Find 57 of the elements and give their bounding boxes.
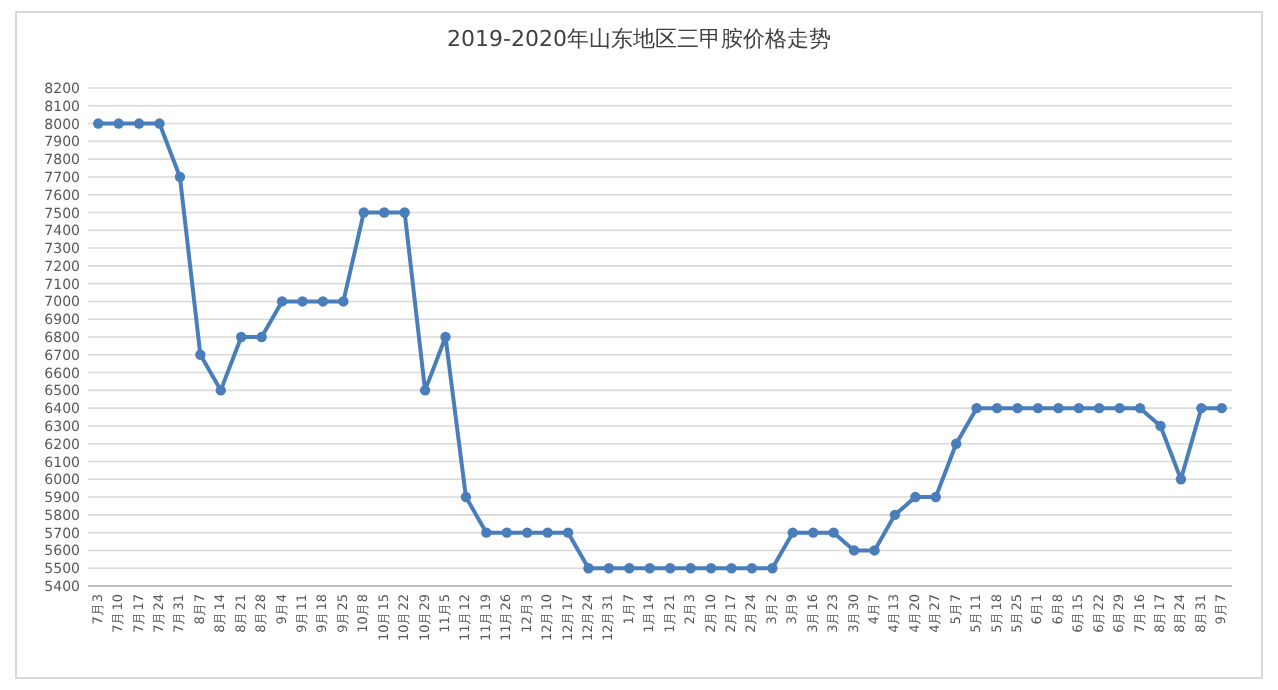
chart-title: 2019-2020年山东地区三甲胺价格走势 [447,26,831,52]
point [236,331,247,343]
point [685,563,696,574]
point [665,563,676,574]
point [419,385,431,396]
point [1134,402,1146,414]
point [481,527,492,538]
point [338,296,349,307]
point [1216,402,1227,414]
point [624,563,635,574]
point [746,563,758,574]
point [1073,402,1084,414]
point [256,331,267,343]
point [542,527,553,538]
point [889,509,901,521]
point [195,349,206,360]
point [951,438,962,449]
point [726,563,737,574]
point [1155,420,1166,432]
point [869,545,880,556]
point [787,527,798,538]
point [358,207,369,218]
point [644,563,655,574]
point [1094,402,1105,414]
point [113,118,124,129]
point [440,331,451,343]
point [828,527,839,538]
point [297,296,308,307]
point [1175,474,1187,485]
point [522,527,533,538]
point [971,402,982,414]
point [930,491,941,503]
point [276,296,288,307]
point [603,563,615,574]
point [991,402,1003,414]
point [767,563,778,574]
point [848,545,860,556]
point [808,527,819,538]
point [1032,402,1044,414]
point [399,207,410,218]
point [1053,402,1064,414]
point [583,563,594,574]
point [910,491,921,503]
point [562,527,574,538]
point [1114,402,1125,414]
point [1196,402,1207,414]
point [460,491,472,503]
point [174,171,186,183]
point [501,527,512,538]
point [1012,402,1023,414]
point [705,563,717,574]
point [133,118,145,129]
point [317,296,329,307]
point [379,207,390,218]
point [215,385,226,396]
point [154,118,165,129]
point [93,118,104,129]
